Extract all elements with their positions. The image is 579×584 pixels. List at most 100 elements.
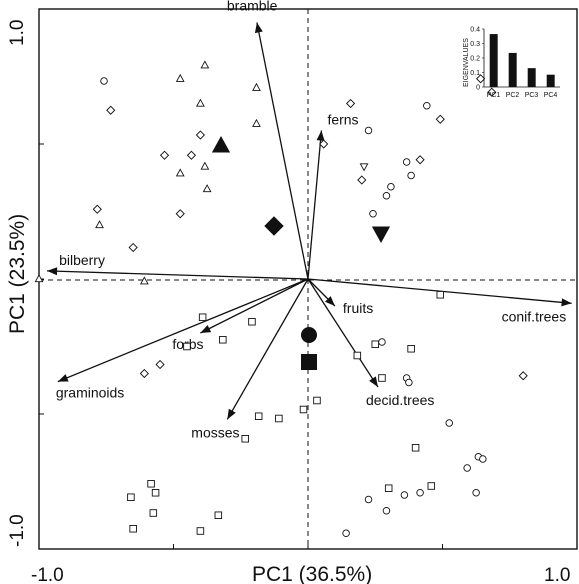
- point-diamond: [487, 87, 497, 97]
- point-circle: [378, 338, 386, 346]
- point-square: [248, 318, 256, 326]
- eigenvalue-inset: 0.4 0.3 0.2 0.1 0 PC1 PC2 PC3 PC4 EIGENVALUES: [463, 27, 560, 99]
- point-circle: [416, 489, 424, 497]
- point-diamond: [159, 150, 170, 160]
- vector-decid-trees: [307, 278, 379, 388]
- centroid-circle: [301, 327, 317, 343]
- point-square: [214, 511, 223, 520]
- point-diamond: [319, 139, 329, 149]
- vector-label-ferns: ferns: [327, 112, 358, 128]
- point-square: [353, 351, 362, 360]
- vector-ferns: [307, 130, 323, 280]
- vector-label-bilberry: bilberry: [59, 252, 105, 268]
- inset-category-label: PC2: [506, 92, 520, 99]
- inset-y-tick-label: 0: [476, 85, 480, 92]
- inset-y-tick-label: 0.4: [470, 27, 480, 34]
- point-square: [427, 482, 436, 490]
- point-square: [129, 525, 137, 533]
- point-circle: [382, 191, 391, 200]
- point-square: [313, 396, 321, 405]
- vector-graminoids: [57, 278, 309, 383]
- point-circle: [423, 101, 431, 110]
- inset-y-tick-label: 0.2: [470, 56, 480, 63]
- inset-bar-pc2: [508, 52, 517, 87]
- point-triangle-up: [95, 220, 104, 229]
- y-tick-label-min: -1.0: [7, 514, 28, 547]
- point-square: [196, 527, 205, 535]
- point-diamond: [415, 155, 425, 165]
- point-square: [411, 444, 420, 452]
- point-diamond: [92, 204, 102, 214]
- centroid-diamond: [264, 216, 284, 236]
- axis-ticks: [38, 8, 578, 550]
- point-triangle-up: [196, 98, 205, 107]
- point-square: [384, 484, 393, 493]
- point-diamond: [435, 114, 445, 124]
- point-diamond: [139, 368, 149, 379]
- point-circle: [479, 455, 487, 463]
- vector-label-conif-trees: conif.trees: [502, 308, 567, 324]
- arrowhead-forbs: [200, 324, 212, 333]
- group-centroids: [211, 135, 391, 370]
- point-square: [275, 414, 283, 423]
- x-axis-title: PC1 (36.5%): [252, 563, 372, 584]
- vector-forbs: [200, 278, 309, 334]
- point-diamond: [186, 150, 197, 160]
- point-circle: [387, 182, 395, 191]
- point-diamond: [175, 209, 185, 219]
- point-square: [147, 480, 155, 488]
- arrowhead-graminoids: [57, 374, 69, 382]
- point-triangle-up: [175, 168, 185, 177]
- point-triangle-down: [359, 163, 369, 172]
- point-circle: [369, 209, 377, 218]
- point-square: [198, 313, 207, 322]
- arrowhead-decid-trees: [369, 376, 378, 387]
- arrowhead-bilberry: [47, 267, 58, 276]
- sample-points: [34, 60, 528, 538]
- arrowhead-ferns: [316, 130, 325, 141]
- point-square: [378, 374, 386, 382]
- point-diamond: [518, 371, 528, 381]
- x-tick-label-min: -1.0: [31, 565, 64, 584]
- vector-mosses: [226, 278, 309, 420]
- point-circle: [472, 489, 480, 497]
- point-diamond: [195, 130, 205, 140]
- centroid-triangle-down: [371, 226, 391, 244]
- point-triangle-up: [200, 161, 210, 170]
- point-square: [149, 509, 158, 517]
- vector-label-fruits: fruits: [343, 300, 373, 316]
- inset-bar-pc4: [546, 74, 555, 87]
- point-square: [219, 336, 227, 344]
- arrowhead-mosses: [227, 408, 236, 420]
- point-diamond: [476, 74, 486, 84]
- arrowhead-conif-trees: [561, 298, 572, 307]
- point-square: [183, 342, 191, 351]
- arrowhead-fruits: [325, 296, 335, 306]
- point-square: [151, 489, 160, 497]
- inset-category-label: PC1: [487, 92, 501, 99]
- point-circle: [402, 158, 411, 166]
- centroid-triangle-up: [211, 135, 231, 153]
- vector-label-bramble: bramble: [227, 0, 278, 14]
- vector-label-graminoids: graminoids: [56, 385, 124, 401]
- inset-category-label: PC3: [525, 92, 539, 99]
- point-diamond: [345, 98, 356, 109]
- point-triangle-up: [175, 73, 185, 82]
- y-axis-title: PC1 (23.5%): [6, 214, 29, 334]
- point-triangle-up: [252, 82, 261, 91]
- point-diamond: [128, 242, 138, 253]
- point-circle: [463, 464, 471, 472]
- point-square: [299, 405, 308, 414]
- inset-bar-pc1: [489, 34, 498, 87]
- point-circle: [382, 507, 391, 515]
- inset-bar-pc3: [527, 68, 536, 87]
- point-square: [241, 435, 249, 443]
- centroid-square: [301, 354, 317, 370]
- point-diamond: [155, 359, 165, 370]
- point-circle: [405, 378, 413, 387]
- vector-bilberry: [47, 270, 309, 280]
- point-circle: [407, 171, 415, 180]
- point-circle: [364, 126, 373, 135]
- x-tick-label-max: 1.0: [544, 565, 570, 584]
